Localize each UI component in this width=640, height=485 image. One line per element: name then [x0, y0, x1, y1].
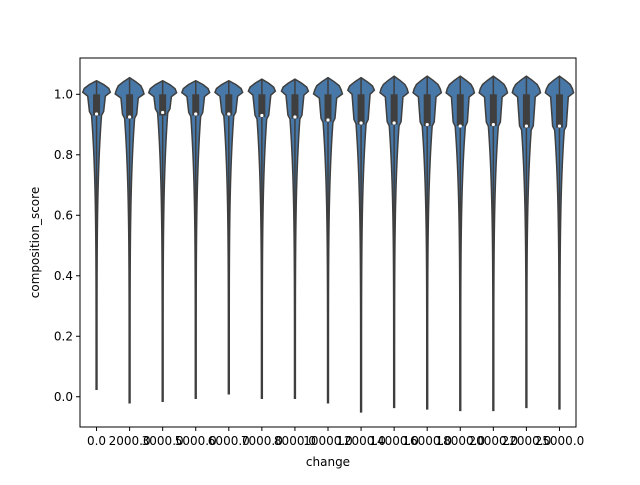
y-tick-label: 1.0: [54, 87, 73, 101]
violin: [248, 79, 275, 398]
violin-median: [227, 112, 230, 115]
x-axis-label: change: [306, 455, 350, 469]
violin-iqr-box: [258, 94, 265, 117]
violin: [512, 76, 540, 407]
x-tick-label: 25000.0: [535, 434, 585, 448]
violin-iqr-box: [424, 94, 431, 126]
violin-iqr-box: [523, 94, 530, 127]
violin: [281, 79, 308, 398]
y-tick-label: 0.6: [54, 208, 73, 222]
violin-median: [426, 123, 429, 126]
y-tick-label: 0.0: [54, 390, 73, 404]
violin-iqr-box: [556, 94, 563, 127]
violin-median: [95, 112, 98, 115]
violin: [115, 78, 144, 403]
violin-median: [492, 123, 495, 126]
violin-median: [293, 115, 296, 118]
violin: [149, 81, 177, 402]
violin: [413, 76, 441, 409]
y-axis: 0.0 0.2 0.4 0.6 0.8 1.0: [54, 87, 80, 403]
violin-median: [161, 111, 164, 114]
violin: [215, 81, 243, 394]
violin-iqr-box: [126, 94, 133, 118]
violin-median: [393, 121, 396, 124]
y-tick-label: 0.4: [54, 269, 73, 283]
violin-iqr-box: [358, 94, 365, 124]
violin-iqr-box: [457, 94, 464, 126]
violin-median: [194, 112, 197, 115]
violin: [182, 81, 210, 399]
violin-iqr-box: [93, 94, 100, 115]
violin: [348, 78, 375, 412]
violin: [314, 78, 343, 403]
violin-iqr-box: [291, 94, 298, 118]
x-tick-label: 0.0: [87, 434, 106, 448]
violin: [545, 76, 573, 409]
violin-iqr-box: [391, 94, 398, 124]
violin-median: [558, 124, 561, 127]
violin-median: [359, 121, 362, 124]
x-axis: 0.0 2000.03000.05000.06000.07000.08000.01…: [87, 427, 584, 448]
violin-iqr-box: [225, 94, 232, 115]
y-axis-label: composition_score: [28, 187, 42, 298]
violin-iqr-box: [192, 94, 199, 115]
violin: [479, 76, 507, 410]
violin-median: [525, 124, 528, 127]
violin-iqr-box: [325, 94, 332, 121]
violin-median: [260, 114, 263, 117]
violin-median: [326, 118, 329, 121]
violin-median: [128, 115, 131, 118]
violin-iqr-box: [490, 94, 497, 126]
y-tick-label: 0.2: [54, 329, 73, 343]
violin: [446, 76, 474, 410]
violins-layer: [83, 76, 574, 412]
violin: [83, 81, 111, 390]
violin-median: [459, 124, 462, 127]
y-tick-label: 0.8: [54, 148, 73, 162]
violin: [380, 76, 408, 407]
